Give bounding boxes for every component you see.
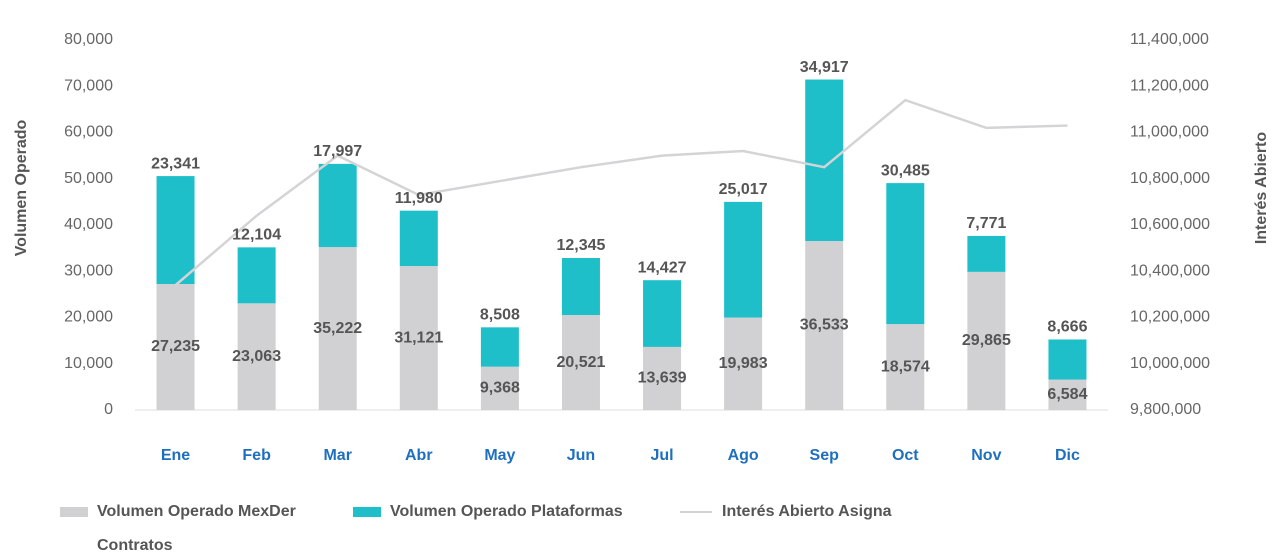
- data-label: 18,574: [881, 358, 930, 375]
- x-tick-label: Nov: [971, 447, 1001, 464]
- data-label: 25,017: [719, 181, 768, 198]
- bar-segment: [886, 324, 925, 410]
- bar-segment: [967, 235, 1006, 272]
- data-label: 29,865: [962, 332, 1011, 349]
- x-tick-label: Abr: [405, 447, 433, 464]
- data-label: 35,222: [313, 320, 362, 337]
- y2-tick-label: 10,200,000: [1130, 309, 1210, 326]
- bar-segment: [805, 241, 844, 410]
- bar-segment: [886, 183, 925, 325]
- bar-segment: [399, 210, 438, 267]
- x-tick-label: Jun: [567, 447, 595, 464]
- x-tick-label: Oct: [892, 447, 919, 464]
- bar-segment: [480, 366, 519, 410]
- y2-tick-label: 10,800,000: [1130, 170, 1210, 187]
- line: [174, 98, 1068, 287]
- y-tick-label: 80,000: [64, 31, 113, 48]
- x-tick-label: Sep: [810, 447, 840, 464]
- x-tick-label: Jul: [650, 447, 673, 464]
- y2-tick-label: 10,400,000: [1130, 262, 1210, 279]
- y-tick-label: 60,000: [64, 124, 113, 141]
- data-label: 6,584: [1047, 386, 1087, 403]
- y-tick-label: 30,000: [64, 262, 113, 279]
- bar-segment: [237, 247, 276, 304]
- data-label: 23,063: [232, 348, 281, 365]
- data-label: 31,121: [394, 329, 443, 346]
- legend-label: Interés Abierto Asigna: [722, 503, 892, 520]
- bar-segment: [967, 271, 1006, 410]
- x-tick-label: Feb: [242, 447, 271, 464]
- y2-tick-label: 9,800,000: [1130, 401, 1201, 418]
- bar-segment: [156, 176, 195, 285]
- y2-tick-label: 11,400,000: [1130, 31, 1209, 48]
- bar-segment: [561, 315, 600, 410]
- bar-segment: [561, 257, 600, 316]
- bar-segment: [643, 280, 682, 347]
- bar-segment: [724, 201, 763, 318]
- y2-tick-label: 11,200,000: [1130, 77, 1209, 94]
- data-label: 30,485: [881, 162, 930, 179]
- chart: Volumen Operado Interés Abierto 0 10,000 2…: [13, 31, 1270, 464]
- data-label: 19,983: [719, 355, 768, 372]
- data-label: 8,666: [1047, 319, 1087, 336]
- y2-axis-title: Interés Abierto: [1253, 132, 1270, 245]
- bar-segment: [318, 247, 357, 410]
- data-label: 12,345: [556, 237, 605, 254]
- y2-tick-label: 10,600,000: [1130, 216, 1210, 233]
- data-label: 34,917: [800, 59, 849, 76]
- y2-tick-label: 11,000,000: [1130, 124, 1209, 141]
- bar-segment: [237, 303, 276, 410]
- y-tick-label: 70,000: [64, 77, 113, 94]
- bar-segment: [1048, 379, 1087, 410]
- data-label: 9,368: [480, 380, 520, 397]
- y-tick-label: 40,000: [64, 216, 113, 233]
- data-label: 20,521: [556, 354, 605, 371]
- y-tick-label: 20,000: [64, 309, 113, 326]
- data-label: 12,104: [232, 227, 281, 244]
- bar-segment: [724, 317, 763, 410]
- y2-tick-label: 10,000,000: [1130, 355, 1210, 372]
- bar-segment: [399, 266, 438, 410]
- y-tick-label: 10,000: [64, 355, 113, 372]
- data-label: 27,235: [151, 338, 200, 355]
- data-label: 13,639: [638, 370, 687, 387]
- data-label: 23,341: [151, 155, 200, 172]
- legend-swatch: [60, 507, 88, 517]
- y-axis-title: Volumen Operado: [13, 119, 30, 256]
- legend-swatch: [353, 507, 381, 517]
- data-label: 17,997: [313, 143, 362, 160]
- legend-swatch: [680, 511, 712, 513]
- x-tick-label: Ago: [728, 447, 759, 464]
- bar-segment: [318, 163, 357, 248]
- legend-label: Volumen Operado MexDer Contratos: [97, 503, 296, 554]
- data-label: 8,508: [480, 307, 520, 324]
- x-tick-label: Mar: [323, 447, 351, 464]
- y-tick-label: 50,000: [64, 170, 113, 187]
- bar-segment: [643, 346, 682, 410]
- data-label: 36,533: [800, 317, 849, 334]
- data-label: 7,771: [966, 215, 1006, 232]
- data-label: 14,427: [638, 259, 687, 276]
- y-tick-label: 0: [104, 401, 113, 418]
- legend-label: Volumen Operado Plataformas: [390, 503, 623, 520]
- bar-segment: [480, 327, 519, 367]
- bar-segment: [156, 284, 195, 410]
- data-label: 11,980: [395, 190, 443, 207]
- bar-segment: [805, 79, 844, 242]
- x-tick-label: May: [484, 447, 515, 464]
- x-tick-label: Dic: [1055, 447, 1080, 464]
- x-tick-label: Ene: [161, 447, 190, 464]
- bar-segment: [1048, 339, 1087, 380]
